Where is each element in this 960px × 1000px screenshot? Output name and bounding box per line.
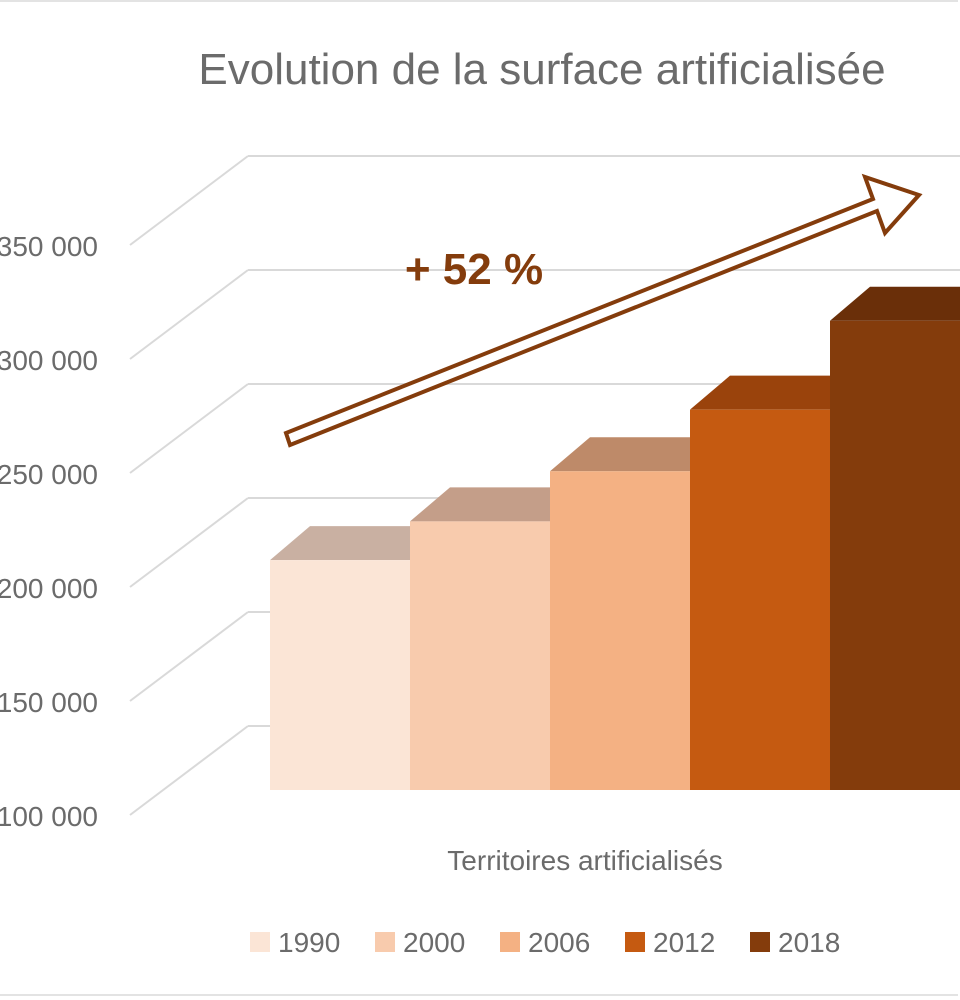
legend-swatch (750, 932, 770, 952)
y-tick-label: 250 000 (0, 459, 98, 490)
bar-front-face (550, 471, 690, 790)
legend-item-2018: 2018 (750, 927, 840, 958)
legend-label: 2018 (778, 927, 840, 958)
y-tick-label: 300 000 (0, 345, 98, 376)
legend-label: 2000 (403, 927, 465, 958)
legend-item-2006: 2006 (500, 927, 590, 958)
bar-top-face (410, 487, 590, 522)
bar-1990 (270, 526, 450, 790)
y-tick-label: 200 000 (0, 573, 98, 604)
y-axis-ticks: 100 000 150 000 200 000 250 000 300 000 350 0… (0, 231, 98, 832)
gridline-diagonal (129, 611, 249, 702)
legend-swatch (375, 932, 395, 952)
legend-swatch (500, 932, 520, 952)
bar-front-face (690, 409, 830, 790)
category-label: Territoires artificialisés (447, 845, 722, 876)
gridline-diagonal (129, 497, 249, 588)
gridline-diagonal (129, 383, 249, 474)
bar-top-face (830, 286, 960, 321)
legend-swatch (250, 932, 270, 952)
bar-front-face (410, 521, 550, 790)
legend-swatch (625, 932, 645, 952)
bar-top-face (690, 375, 870, 410)
y-tick-label: 100 000 (0, 801, 98, 832)
gridline-diagonal (129, 725, 249, 816)
legend-label: 2012 (653, 927, 715, 958)
legend: 1990 2000 2006 2012 2018 (250, 927, 840, 958)
bar-front-face (830, 320, 960, 790)
chart-title: Evolution de la surface artificialisée (198, 45, 885, 94)
legend-item-1990: 1990 (250, 927, 340, 958)
bar-2012 (690, 375, 870, 790)
legend-item-2000: 2000 (375, 927, 465, 958)
growth-arrow (283, 173, 923, 448)
y-tick-label: 350 000 (0, 231, 98, 262)
bar-top-face (550, 437, 730, 472)
bar-2000 (410, 487, 590, 790)
bar-2006 (550, 437, 730, 790)
bars (270, 286, 960, 790)
legend-label: 1990 (278, 927, 340, 958)
bar-2018 (830, 286, 960, 790)
bar-top-face (270, 526, 450, 561)
growth-annotation: + 52 % (405, 245, 543, 294)
gridline-diagonal (129, 269, 249, 360)
legend-item-2012: 2012 (625, 927, 715, 958)
growth-arrow-shape (283, 173, 923, 448)
y-tick-label: 150 000 (0, 687, 98, 718)
legend-label: 2006 (528, 927, 590, 958)
bar-front-face (270, 560, 410, 790)
gridline-diagonal (129, 155, 249, 246)
